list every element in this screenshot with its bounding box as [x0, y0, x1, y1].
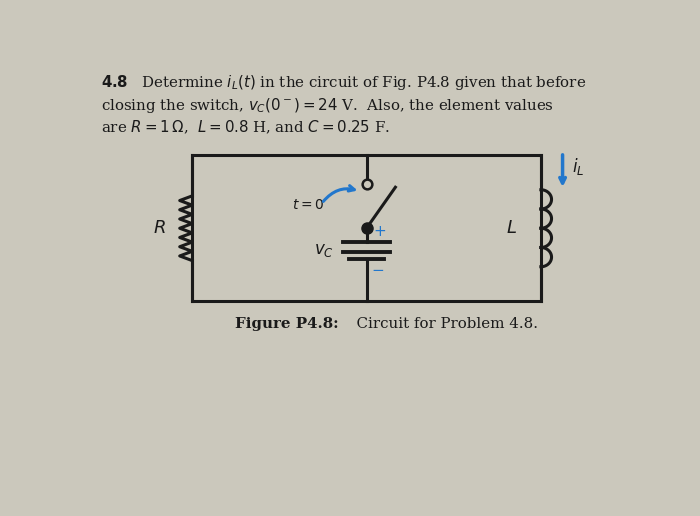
Text: closing the switch, $v_C(0^-)=24$ V.  Also, the element values: closing the switch, $v_C(0^-)=24$ V. Als…: [102, 96, 554, 115]
Text: Figure P4.8:: Figure P4.8:: [234, 317, 338, 331]
Text: $R$: $R$: [153, 219, 166, 237]
Text: are $R=1\,\Omega$,  $L=0.8$ H, and $C=0.25$ F.: are $R=1\,\Omega$, $L=0.8$ H, and $C=0.2…: [102, 119, 391, 136]
Text: $t=0$: $t=0$: [292, 198, 325, 212]
Bar: [192, 155, 541, 301]
Text: $\mathbf{4.8}$   Determine $i_L(t)$ in the circuit of Fig. P4.8 given that befor: $\mathbf{4.8}$ Determine $i_L(t)$ in the…: [102, 73, 587, 92]
Text: $-$: $-$: [371, 262, 384, 276]
Text: $v_C$: $v_C$: [314, 242, 334, 259]
Text: $+$: $+$: [372, 225, 386, 239]
Text: $L$: $L$: [506, 219, 517, 237]
Text: $i_L$: $i_L$: [572, 156, 584, 177]
Text: Circuit for Problem 4.8.: Circuit for Problem 4.8.: [347, 317, 538, 331]
